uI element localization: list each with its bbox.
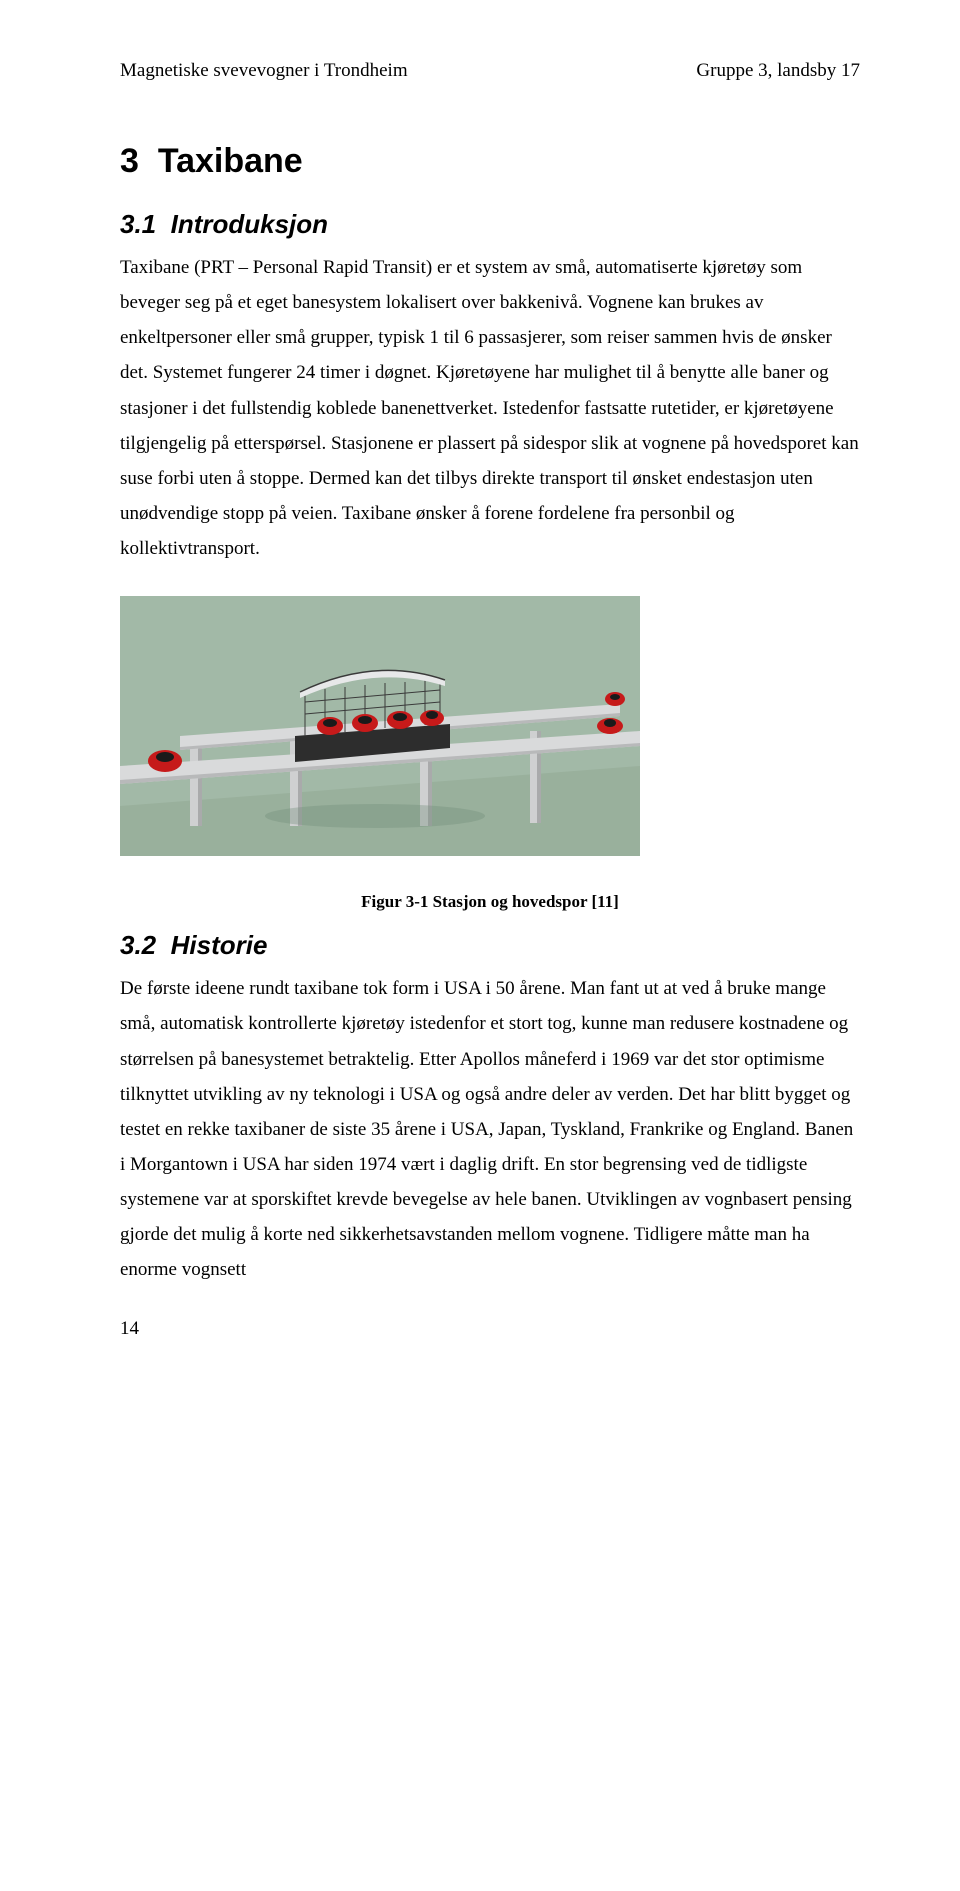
chapter-title: Taxibane [158, 142, 303, 180]
section-1-number: 3.1 [120, 209, 156, 239]
chapter-heading: 3 Taxibane [120, 142, 860, 181]
page: Magnetiske svevevogner i Trondheim Grupp… [0, 0, 960, 1380]
figure-illustration [120, 596, 640, 856]
section-1-body: Taxibane (PRT – Personal Rapid Transit) … [120, 250, 860, 566]
figure-3-1 [120, 596, 860, 856]
chapter-number: 3 [120, 142, 139, 180]
section-2-heading: 3.2 Historie [120, 930, 860, 961]
page-number: 14 [120, 1318, 860, 1340]
section-1-heading: 3.1 Introduksjon [120, 209, 860, 240]
section-2-title: Historie [171, 930, 268, 960]
section-2-body: De første ideene rundt taxibane tok form… [120, 971, 860, 1287]
header-right: Gruppe 3, landsby 17 [696, 60, 860, 82]
header-left: Magnetiske svevevogner i Trondheim [120, 60, 408, 82]
running-header: Magnetiske svevevogner i Trondheim Grupp… [120, 60, 860, 82]
section-1-title: Introduksjon [171, 209, 328, 239]
section-2-number: 3.2 [120, 930, 156, 960]
figure-caption: Figur 3-1 Stasjon og hovedspor [11] [120, 892, 860, 912]
